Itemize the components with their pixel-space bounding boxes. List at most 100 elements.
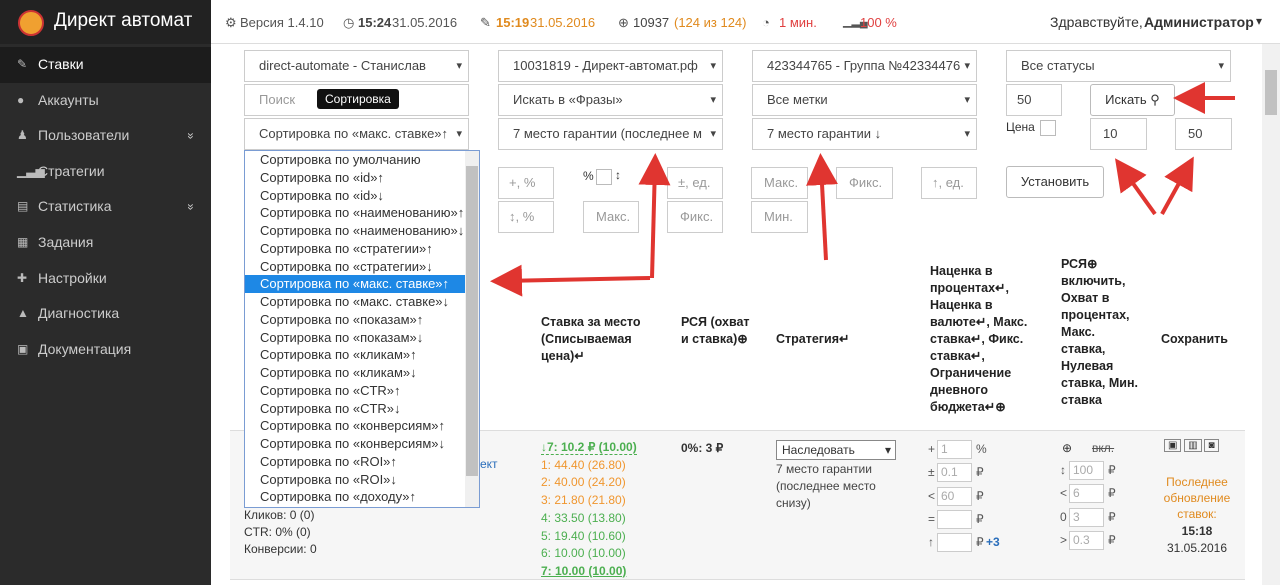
- price-checkbox[interactable]: [1040, 120, 1056, 136]
- markup-extra[interactable]: +3: [986, 535, 1000, 549]
- sort-option[interactable]: Сортировка по «стратегии»↑: [260, 240, 433, 256]
- updown-percent[interactable]: ↕, %: [498, 201, 554, 233]
- sidebar-item[interactable]: ✎ Ставки: [0, 47, 211, 83]
- max-input-2[interactable]: Макс.: [583, 201, 639, 233]
- rsya-enable[interactable]: вкл.: [1092, 441, 1115, 455]
- markup-input[interactable]: 1: [937, 440, 972, 459]
- header-bid: Ставка за место (Списываемая цена)↵: [541, 315, 641, 363]
- bid: 5: 19.40 (10.60): [541, 528, 626, 543]
- search-button[interactable]: Искать ⚲: [1090, 84, 1175, 116]
- max-input[interactable]: Макс.: [751, 167, 808, 199]
- sidebar-label: Пользователи: [38, 127, 130, 144]
- caret: ▾: [1256, 14, 1263, 28]
- sort-option[interactable]: Сортировка по «id»↓: [260, 187, 384, 203]
- sort-option[interactable]: Сортировка по «стратегии»↓: [260, 258, 433, 274]
- sort-option[interactable]: Сортировка по «показам»↑: [260, 311, 424, 327]
- sidebar-label: Настройки: [38, 269, 107, 286]
- markup-input[interactable]: 60: [937, 486, 972, 506]
- sidebar-item[interactable]: ▤ Статистика»: [0, 189, 211, 225]
- markup-prefix: ↑: [928, 535, 934, 550]
- sort-option[interactable]: Сортировка по «показам»↓: [260, 329, 424, 345]
- rsya-input[interactable]: 100: [1069, 461, 1104, 480]
- fix-input-2[interactable]: Фикс.: [667, 201, 723, 233]
- sidebar-item[interactable]: ● Аккаунты: [0, 83, 211, 119]
- rsya-input[interactable]: 3: [1069, 507, 1104, 527]
- campaign-select[interactable]: 10031819 - Директ-автомат.рф: [498, 50, 723, 82]
- rsya-prefix: >: [1060, 532, 1068, 547]
- rsya-unit: ₽: [1108, 509, 1116, 524]
- sort-option[interactable]: Сортировка по «конверсиям»↑: [260, 418, 446, 434]
- sidebar-item[interactable]: ▦ Задания: [0, 225, 211, 261]
- dropdown-scroll-thumb[interactable]: [466, 166, 478, 476]
- set-button[interactable]: Установить: [1006, 166, 1104, 198]
- price-to[interactable]: 50: [1175, 118, 1232, 150]
- header-rsya: РСЯ (охват и ставка)⊕: [681, 315, 750, 346]
- sidebar-label: Статистика: [38, 198, 112, 215]
- labels-select[interactable]: Все метки: [752, 84, 977, 116]
- rsya-input[interactable]: 0.3: [1069, 530, 1104, 550]
- save-icons[interactable]: ▣ ▥ ◙: [1164, 439, 1219, 452]
- sidebar-item[interactable]: ▲ Диагностика: [0, 296, 211, 332]
- position-sort-select[interactable]: 7 место гарантии ↓: [752, 118, 977, 150]
- markup-prefix: <: [928, 488, 936, 503]
- sidebar-item[interactable]: ✚ Настройки: [0, 261, 211, 297]
- markup-input[interactable]: [937, 533, 972, 553]
- sort-option[interactable]: Сортировка по «наименованию»↓: [260, 223, 465, 238]
- sidebar-item[interactable]: ▁▃▅ Стратегии: [0, 154, 211, 190]
- percent-checkbox[interactable]: [596, 169, 612, 185]
- sort-option[interactable]: Сортировка по «макс. ставке»↓: [260, 294, 450, 309]
- sort-option[interactable]: Сортировка по «кликам»↑: [260, 347, 417, 363]
- position-select[interactable]: 7 место гарантии (последнее м: [498, 118, 723, 150]
- speed-icon: ◔: [762, 15, 770, 30]
- search-in-select[interactable]: Искать в «Фразы»: [498, 84, 723, 116]
- account-select[interactable]: direct-automate - Станислав: [244, 50, 469, 82]
- price-label: Цена: [1006, 120, 1035, 134]
- rsya-prefix: ↕: [1060, 463, 1066, 477]
- row-link[interactable]: ект: [480, 457, 498, 471]
- scroll-thumb[interactable]: [1265, 70, 1277, 115]
- markup-input[interactable]: [937, 509, 972, 529]
- sort-option[interactable]: Сортировка по «макс. ставке»↑: [245, 275, 465, 293]
- up-units[interactable]: ↑, ед.: [921, 167, 977, 199]
- group-select[interactable]: 423344765 - Группа №42334476: [752, 50, 977, 82]
- sort-dropdown: Сортировка по умолчанию Сортировка по «id…: [244, 150, 480, 508]
- sort-option[interactable]: Сортировка по умолчанию: [260, 152, 421, 167]
- header-save: Сохранить: [1161, 332, 1228, 346]
- sort-option[interactable]: Сортировка по «ROI»↑: [260, 453, 397, 469]
- sort-option[interactable]: Сортировка по «ROI»↓: [260, 471, 397, 487]
- markup-unit: ₽: [976, 465, 984, 480]
- markup-unit: %: [976, 442, 987, 456]
- sort-select[interactable]: Сортировка по «макс. ставке»↑: [244, 118, 469, 150]
- sidebar-item[interactable]: ▣ Документация: [0, 332, 211, 368]
- sidebar-item[interactable]: ♟ Пользователи»: [0, 118, 211, 154]
- arrow: [806, 153, 839, 261]
- rsya-unit: ₽: [1108, 532, 1116, 547]
- markup-input[interactable]: 0.1: [937, 463, 972, 483]
- sort-option[interactable]: Сортировка по «наименованию»↑: [260, 205, 465, 221]
- status-select[interactable]: Все статусы: [1006, 50, 1231, 82]
- row-rsya: 0%: 3 ₽: [681, 441, 724, 455]
- updated-date: 31.05.2016: [1166, 541, 1228, 555]
- strategy-select[interactable]: Наследовать ▾: [776, 440, 896, 460]
- fix-input[interactable]: Фикс.: [836, 167, 893, 199]
- brand[interactable]: Директ автомат: [54, 10, 193, 31]
- sort-option[interactable]: Сортировка по «кликам»↓: [260, 365, 417, 380]
- sort-option[interactable]: Сортировка по «CTR»↑: [260, 382, 401, 398]
- sort-option[interactable]: Сортировка по «id»↑: [260, 169, 384, 185]
- rsya-unit: ₽: [1108, 463, 1116, 477]
- load: 100 %: [860, 15, 897, 30]
- sort-option[interactable]: Сортировка по «CTR»↓: [260, 400, 401, 416]
- user-menu[interactable]: Администратор: [1144, 14, 1254, 30]
- signal-icon: ▁▂▄: [843, 16, 868, 28]
- plus-percent[interactable]: +, %: [498, 167, 554, 199]
- plus-minus-units[interactable]: ±, ед.: [667, 167, 723, 199]
- scrollbar: [1262, 44, 1280, 585]
- price-from[interactable]: 10: [1090, 118, 1147, 150]
- sort-option[interactable]: Сортировка по «конверсиям»↓: [260, 436, 446, 451]
- min-input[interactable]: Мин.: [751, 201, 808, 233]
- search-button-label: Искать: [1105, 92, 1147, 107]
- sort-option[interactable]: Сортировка по «доходу»↑: [260, 489, 416, 505]
- rsya-input[interactable]: 6: [1069, 484, 1104, 504]
- limit-input[interactable]: 50: [1006, 84, 1062, 116]
